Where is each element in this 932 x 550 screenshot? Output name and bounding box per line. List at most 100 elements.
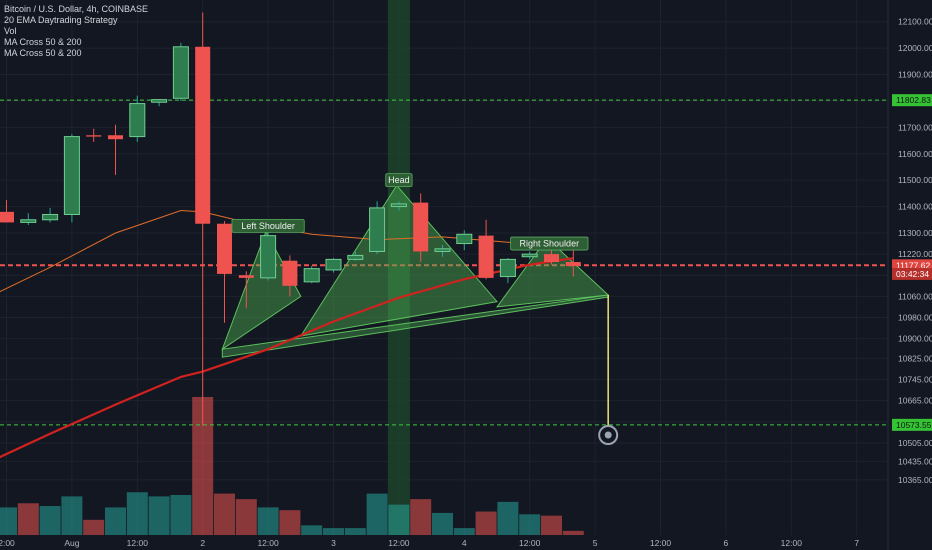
candle-body [195, 46, 211, 224]
right-shoulder-label[interactable]: Right Shoulder [520, 239, 580, 249]
candle-body [456, 233, 473, 245]
head-label-box[interactable] [385, 173, 413, 188]
volume-bar [39, 506, 61, 535]
price-tick-label[interactable]: 10745.00 [898, 375, 932, 385]
last-price-badge-label: 11177.62 [896, 260, 930, 270]
time-tick-label[interactable]: 12:00 [388, 538, 410, 548]
highlight-column [387, 0, 410, 535]
volume-bar [323, 528, 344, 535]
price-tick-label[interactable]: 11400.00 [898, 202, 932, 212]
chart-legend: Bitcoin / U.S. Dollar, 4h, COINBASE 20 E… [4, 4, 148, 59]
price-tick-label[interactable]: 10825.00 [898, 353, 932, 363]
left-shoulder-label[interactable]: Left Shoulder [241, 221, 295, 231]
volume-bar [497, 501, 519, 535]
target-ring[interactable] [598, 425, 619, 446]
price-tick-label[interactable]: 11220.00 [898, 249, 932, 259]
candlesticks [0, 12, 581, 426]
volume-bar [235, 499, 257, 535]
price-tick-label[interactable]: 11500.00 [898, 175, 932, 185]
candle-body [325, 258, 342, 271]
time-tick-label[interactable]: Aug [64, 538, 79, 548]
time-tick-label[interactable]: 12:00 [781, 538, 803, 548]
volume-bar [170, 494, 192, 535]
candle-body [347, 254, 364, 260]
legend-indicator-volume[interactable]: Vol [4, 26, 17, 36]
volume-bar [0, 507, 17, 535]
time-tick-label[interactable]: 12:00 [650, 538, 672, 548]
candle-body [0, 211, 14, 223]
right-shoulder-triangle[interactable] [495, 237, 610, 308]
volume-bars [0, 397, 584, 535]
candle-body [217, 223, 232, 274]
head-triangle[interactable] [299, 184, 498, 337]
volume-bar [388, 504, 410, 535]
time-tick-label[interactable]: 3 [331, 538, 336, 548]
candle-body [499, 258, 516, 278]
legend-indicator-ma-cross-1[interactable]: MA Cross 50 & 200 [4, 37, 82, 47]
time-axis[interactable]: 2:00 Aug 12:00 2 12:00 3 12:00 4 12:00 5 12:00 6 12:… [0, 538, 859, 548]
volume-bar [17, 503, 39, 535]
candle-body [303, 268, 320, 283]
time-tick-label[interactable]: 2 [200, 538, 205, 548]
time-tick-label[interactable]: 5 [593, 538, 598, 548]
price-tick-label[interactable]: 11700.00 [898, 122, 932, 132]
volume-bar [192, 397, 214, 535]
price-tick-label[interactable]: 10505.00 [898, 438, 932, 448]
price-tick-label[interactable]: 11900.00 [898, 70, 932, 80]
volume-bar [83, 519, 105, 535]
head-label[interactable]: Head [388, 175, 410, 185]
price-tick-label[interactable]: 10665.00 [898, 396, 932, 406]
price-tick-label[interactable]: 10435.00 [898, 456, 932, 466]
right-shoulder-label-box[interactable] [510, 236, 589, 251]
price-tick-label[interactable]: 10980.00 [898, 312, 932, 322]
time-highlight [387, 0, 410, 535]
volume-bar [148, 496, 170, 535]
time-tick-label[interactable]: 4 [462, 538, 467, 548]
time-tick-label[interactable]: 6 [724, 538, 729, 548]
price-tick-label[interactable]: 11060.00 [898, 291, 932, 301]
price-tick-label[interactable]: 10365.00 [898, 475, 932, 485]
time-tick-label[interactable]: 12:00 [257, 538, 279, 548]
legend-indicator-ma-cross-2[interactable]: MA Cross 50 & 200 [4, 48, 82, 58]
candle-body [565, 262, 581, 266]
candle-body [86, 135, 102, 137]
candle-body [413, 202, 429, 252]
candle-body [129, 103, 146, 138]
candle-body [544, 254, 559, 263]
time-tick-label[interactable]: 7 [854, 538, 859, 548]
volume-bar [541, 515, 562, 535]
time-tick-label[interactable]: 12:00 [519, 538, 541, 548]
head-and-shoulders-pattern [221, 184, 610, 358]
candle-body [172, 46, 189, 99]
volume-bar [453, 528, 475, 535]
support-badge-label: 10573.55 [896, 420, 932, 430]
volume-bar [257, 507, 279, 535]
countdown-badge [892, 267, 932, 280]
volume-bar [432, 512, 453, 535]
price-tick-label[interactable]: 11300.00 [898, 228, 932, 238]
price-tick-label[interactable]: 11600.00 [898, 149, 932, 159]
target-projection[interactable] [598, 295, 619, 446]
candle-body [390, 203, 407, 208]
price-tick-label[interactable]: 12000.00 [898, 43, 932, 53]
price-tick-label[interactable]: 12100.00 [898, 17, 932, 27]
target-dot[interactable] [604, 431, 612, 439]
volume-bar [279, 510, 301, 535]
time-tick-label[interactable]: 12:00 [127, 538, 149, 548]
legend-symbol[interactable]: Bitcoin / U.S. Dollar, 4h, COINBASE [4, 4, 149, 14]
support-badge [892, 418, 932, 431]
left-shoulder-label-box[interactable] [231, 218, 305, 233]
candle-body [369, 207, 386, 252]
candle-body [238, 275, 254, 278]
price-tick-label[interactable]: 10900.00 [898, 334, 932, 344]
countdown-badge-label: 03:42:34 [896, 269, 929, 279]
volume-bar [410, 499, 432, 535]
candle-body [521, 253, 538, 258]
horizontal-levels [0, 99, 888, 426]
legend-indicator-ema[interactable]: 20 EMA Daytrading Strategy [4, 15, 118, 25]
time-tick-label[interactable]: 2:00 [0, 538, 15, 548]
volume-bar [475, 511, 497, 535]
pattern-annotations[interactable]: Head Left Shoulder Right Shoulder [231, 173, 589, 251]
